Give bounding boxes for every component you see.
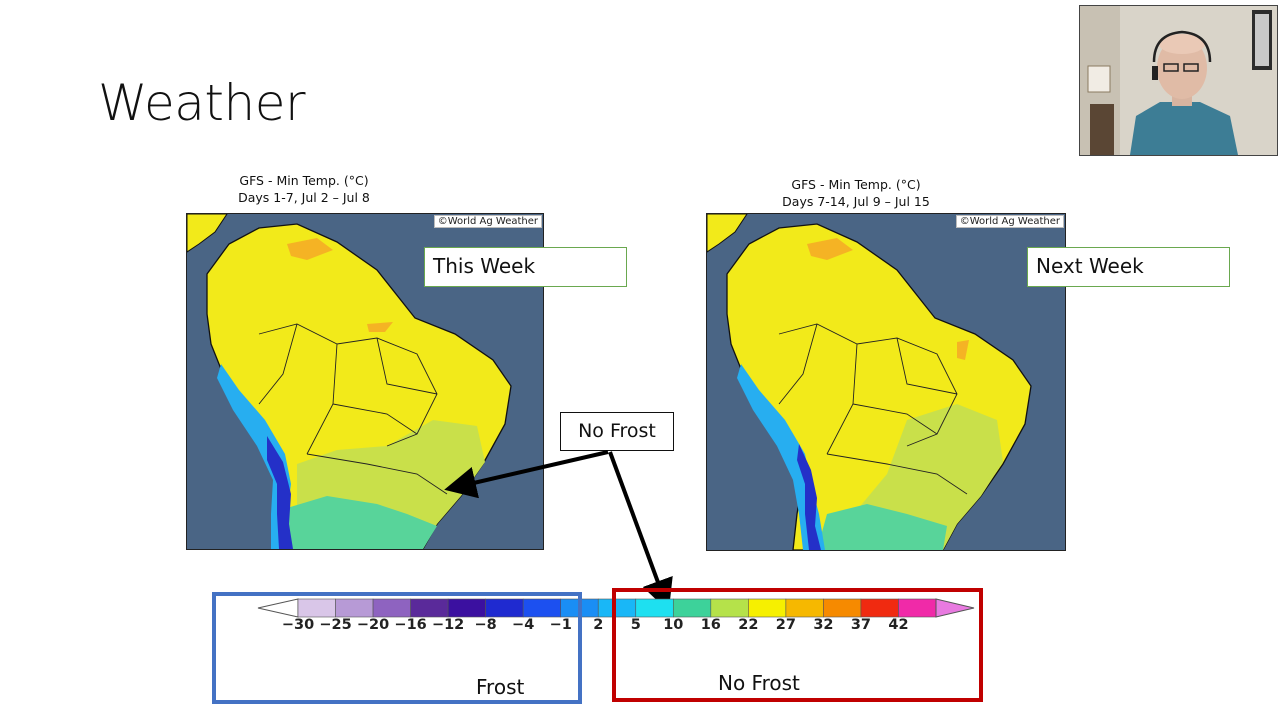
map-caption-next-week: GFS - Min Temp. (°C) Days 7-14, Jul 9 – … bbox=[738, 176, 974, 210]
no-frost-label: No Frost bbox=[718, 671, 800, 695]
legend-tick-label: −30 bbox=[281, 617, 315, 633]
map-caption-dates: Days 1-7, Jul 2 – Jul 8 bbox=[238, 190, 370, 205]
frost-range-box bbox=[212, 592, 582, 704]
map-this-week: ©World Ag Weather bbox=[186, 213, 544, 550]
next-week-label: Next Week bbox=[1027, 247, 1230, 287]
presenter-video-frame bbox=[1080, 6, 1277, 155]
map-caption-dates: Days 7-14, Jul 9 – Jul 15 bbox=[782, 194, 930, 209]
map-next-week: ©World Ag Weather bbox=[706, 213, 1066, 551]
legend-tick-label: −20 bbox=[356, 617, 390, 633]
legend-tick-label: 16 bbox=[700, 617, 721, 633]
arrow-to-map bbox=[444, 450, 609, 499]
legend-tick-label: −4 bbox=[512, 617, 535, 633]
no-frost-callout: No Frost bbox=[560, 412, 674, 451]
map-caption-this-week: GFS - Min Temp. (°C) Days 1-7, Jul 2 – J… bbox=[186, 172, 422, 206]
slide-title: Weather bbox=[98, 74, 306, 132]
no-frost-range-box bbox=[612, 588, 983, 702]
legend-tick-label: 22 bbox=[738, 617, 759, 633]
legend-tick-label: 27 bbox=[775, 617, 796, 633]
temperature-legend-bar bbox=[257, 598, 975, 618]
presenter-webcam-video bbox=[1079, 5, 1278, 156]
legend-tick-label: −8 bbox=[474, 617, 497, 633]
map-caption-title: GFS - Min Temp. (°C) bbox=[239, 173, 369, 188]
this-week-label: This Week bbox=[424, 247, 627, 287]
south-america-temp-map bbox=[707, 214, 1065, 550]
legend-tick-label: 10 bbox=[663, 617, 684, 633]
map-caption-title: GFS - Min Temp. (°C) bbox=[791, 177, 921, 192]
legend-tick-label: −1 bbox=[549, 617, 572, 633]
map-credit: ©World Ag Weather bbox=[433, 215, 542, 228]
legend-tick-label: −12 bbox=[431, 617, 465, 633]
legend-tick-label: 42 bbox=[888, 617, 909, 633]
legend-tick-label: −25 bbox=[319, 617, 352, 633]
legend-tick-label: 37 bbox=[850, 617, 872, 633]
arrow-to-legend bbox=[608, 451, 673, 612]
legend-tick-label: 32 bbox=[813, 617, 834, 633]
legend-arrow-high bbox=[935, 598, 975, 618]
legend-tick-label: −16 bbox=[394, 617, 427, 633]
map-credit: ©World Ag Weather bbox=[955, 215, 1064, 228]
legend-tick-label: 5 bbox=[630, 617, 641, 633]
legend-tick-label: 2 bbox=[593, 617, 604, 633]
frost-label: Frost bbox=[476, 675, 525, 699]
